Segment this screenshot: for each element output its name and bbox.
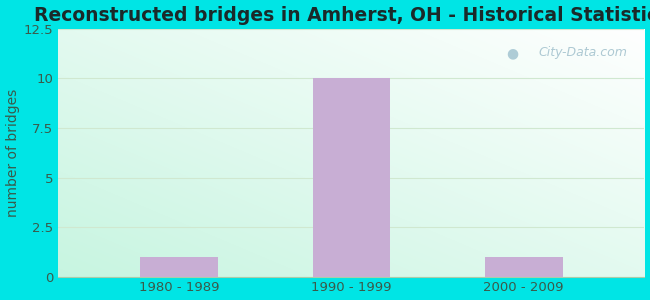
Bar (485, 257, 562, 277)
Title: Reconstructed bridges in Amherst, OH - Historical Statistics: Reconstructed bridges in Amherst, OH - H… (34, 6, 650, 25)
Text: ●: ● (506, 46, 519, 60)
Bar (313, 78, 390, 277)
Text: City-Data.com: City-Data.com (538, 46, 627, 59)
Bar (140, 257, 218, 277)
Y-axis label: number of bridges: number of bridges (6, 88, 20, 217)
